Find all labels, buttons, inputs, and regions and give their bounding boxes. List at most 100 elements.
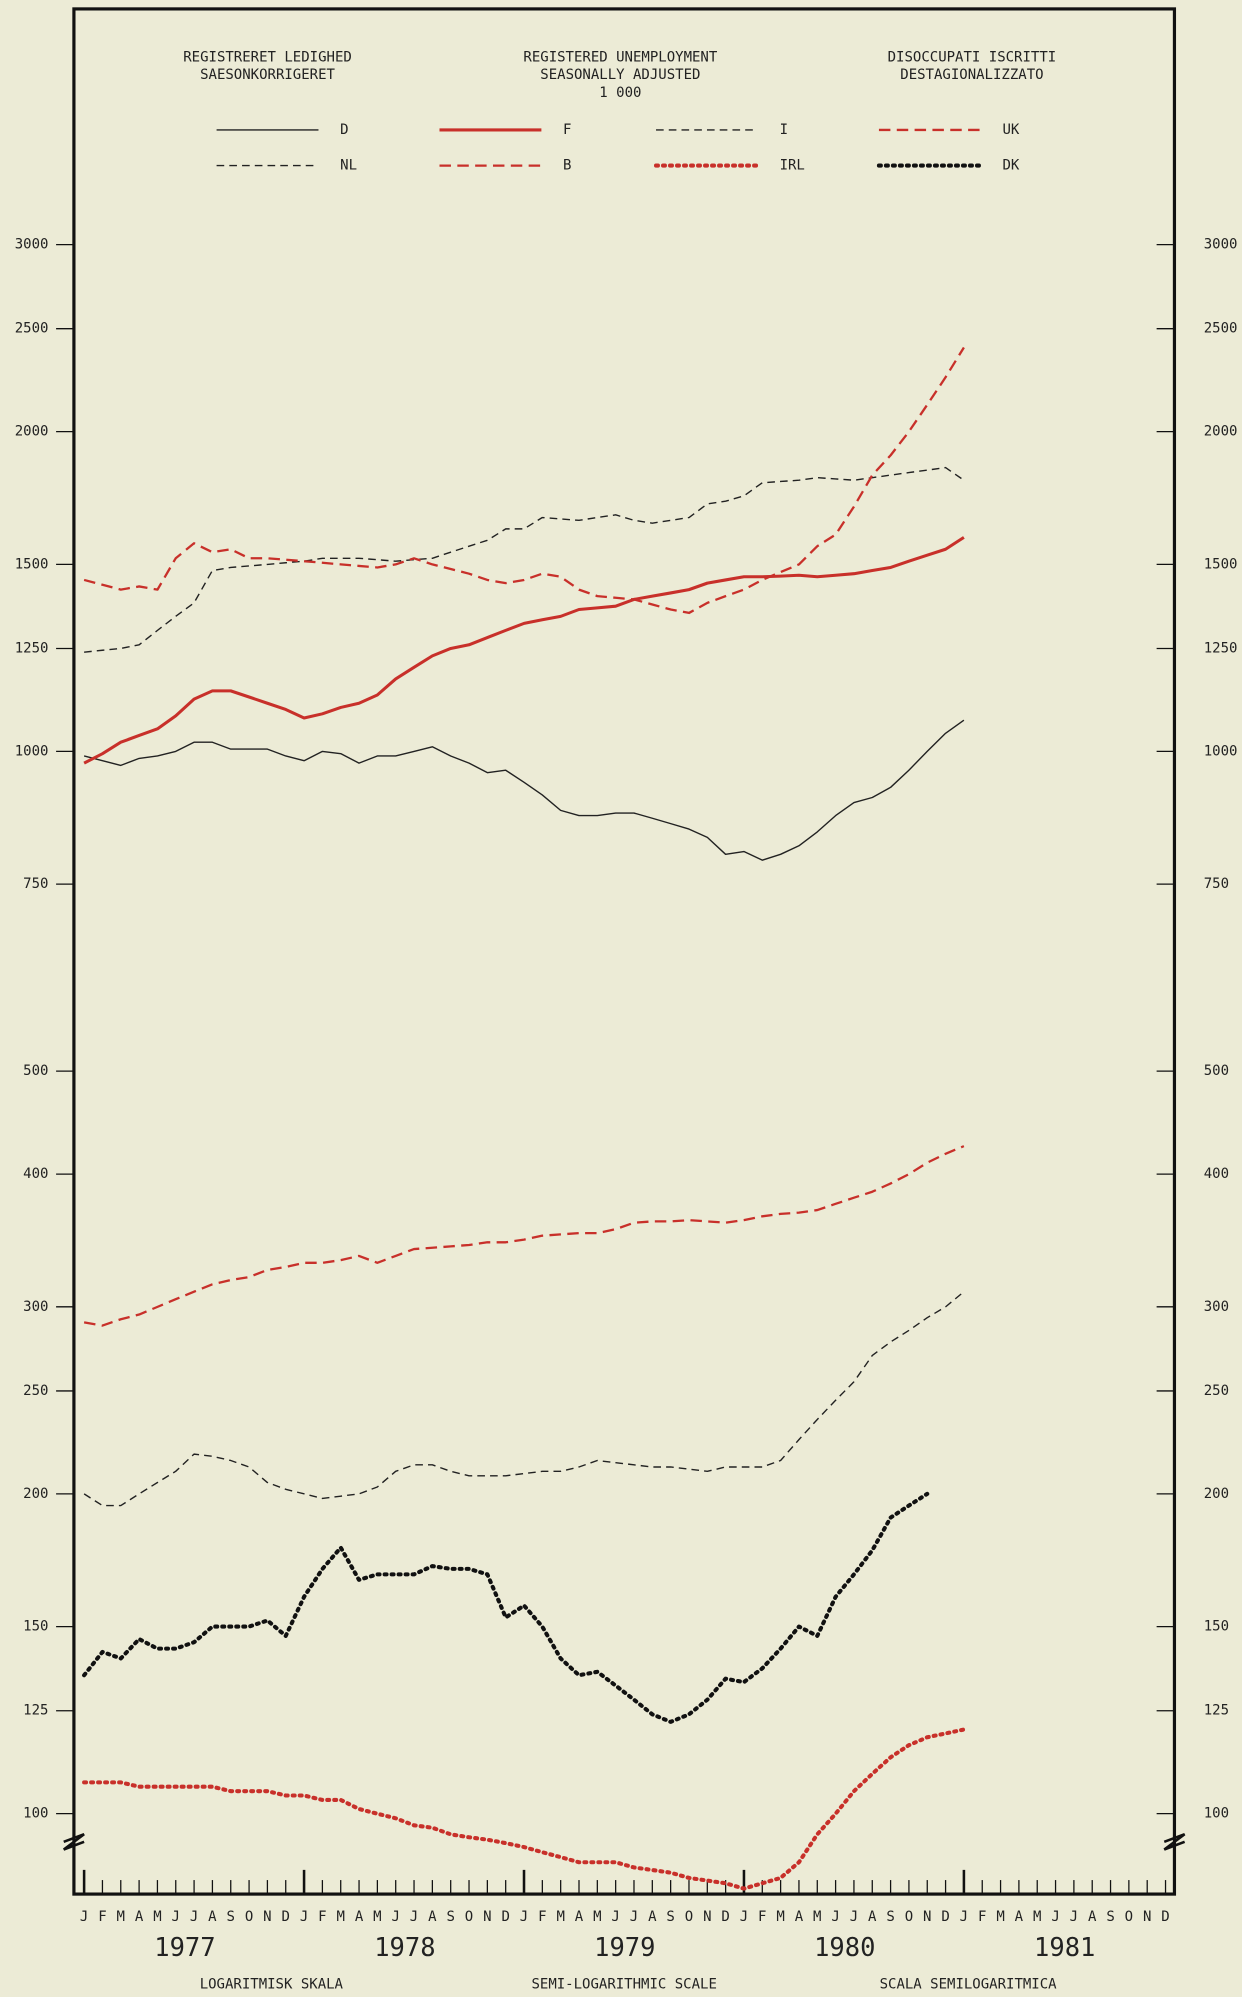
x-tick-label: A (208, 1909, 217, 1925)
y-tick-label: 1500 (1204, 556, 1238, 572)
y-tick-label: 1500 (15, 556, 49, 572)
year-label: 1977 (154, 1933, 215, 1963)
y-tick-label: 300 (23, 1299, 48, 1315)
x-tick-label: A (868, 1909, 877, 1925)
series-line (82, 1491, 930, 1724)
x-tick-label: M (1033, 1909, 1041, 1925)
x-tick-label: M (153, 1909, 161, 1925)
y-tick-label: 250 (1204, 1383, 1229, 1399)
y-tick-label: 150 (1204, 1619, 1229, 1635)
y-tick-label: 2500 (1204, 321, 1238, 337)
y-tick-label: 1250 (15, 640, 49, 656)
legend-label: D (340, 122, 348, 138)
x-tick-label: A (1015, 1909, 1024, 1925)
x-tick-label: J (611, 1909, 619, 1925)
x-tick-label: J (300, 1909, 308, 1925)
x-tick-label: J (740, 1909, 748, 1925)
x-tick-label: A (355, 1909, 364, 1925)
x-tick-label: M (813, 1909, 821, 1925)
series-line (83, 346, 965, 615)
x-tick-label: O (245, 1909, 253, 1925)
chart-title: 1 000 (599, 85, 641, 101)
x-tick-label: F (978, 1909, 986, 1925)
series-line (83, 1145, 965, 1327)
x-tick-label: J (172, 1909, 180, 1925)
scale-label: SEMI-LOGARITHMIC SCALE (531, 1977, 716, 1993)
chart-title: SEASONALLY ADJUSTED (540, 67, 700, 83)
y-tick-label: 3000 (15, 237, 49, 253)
chart-title: SAESONKORRIGERET (200, 67, 335, 83)
x-tick-label: O (1125, 1909, 1133, 1925)
year-label: 1978 (374, 1933, 435, 1963)
series-line (84, 466, 965, 653)
x-tick-label: J (190, 1909, 198, 1925)
x-tick-label: J (850, 1909, 858, 1925)
y-tick-label: 400 (23, 1166, 48, 1182)
x-tick-label: M (117, 1909, 125, 1925)
year-label: 1981 (1034, 1933, 1095, 1963)
series-line (82, 1727, 966, 1891)
x-tick-label: N (483, 1909, 491, 1925)
x-tick-label: J (520, 1909, 528, 1925)
y-tick-label: 3000 (1204, 237, 1238, 253)
legend-label: DK (1002, 158, 1019, 174)
x-tick-label: F (538, 1909, 546, 1925)
x-tick-label: M (373, 1909, 381, 1925)
axis-break (1163, 1833, 1186, 1851)
series-line (83, 719, 965, 861)
y-tick-label: 1000 (1204, 743, 1238, 759)
x-tick-label: J (1070, 1909, 1078, 1925)
x-tick-label: J (630, 1909, 638, 1925)
series-line (83, 536, 965, 765)
x-tick-label: N (703, 1909, 711, 1925)
chart-title: DISOCCUPATI ISCRITTI (888, 49, 1057, 65)
series-line (83, 1291, 965, 1507)
axis-break (62, 1833, 85, 1851)
y-tick-label: 750 (23, 876, 48, 892)
x-tick-label: D (721, 1909, 729, 1925)
y-tick-label: 200 (1204, 1486, 1229, 1502)
x-tick-label: A (1088, 1909, 1097, 1925)
chart-title: DESTAGIONALIZZATO (900, 67, 1043, 83)
y-tick-label: 250 (23, 1383, 48, 1399)
x-tick-label: F (758, 1909, 766, 1925)
y-tick-label: 125 (1204, 1703, 1229, 1719)
year-label: 1980 (814, 1933, 875, 1963)
y-tick-label: 750 (1204, 876, 1229, 892)
y-tick-label: 1000 (15, 743, 49, 759)
x-tick-label: D (1161, 1909, 1169, 1925)
x-tick-label: S (446, 1909, 454, 1925)
y-tick-label: 100 (1204, 1806, 1229, 1822)
x-tick-label: M (337, 1909, 345, 1925)
x-tick-label: A (575, 1909, 584, 1925)
x-tick-label: J (831, 1909, 839, 1925)
y-tick-label: 300 (1204, 1299, 1229, 1315)
x-tick-label: M (556, 1909, 564, 1925)
y-tick-label: 400 (1204, 1166, 1229, 1182)
x-tick-label: J (960, 1909, 968, 1925)
x-tick-label: S (1106, 1909, 1114, 1925)
x-tick-label: A (795, 1909, 804, 1925)
x-tick-label: F (318, 1909, 326, 1925)
y-tick-label: 1250 (1204, 640, 1238, 656)
y-tick-label: 100 (23, 1806, 48, 1822)
y-tick-label: 125 (23, 1703, 48, 1719)
scale-label: LOGARITMISK SKALA (200, 1977, 344, 1993)
x-tick-label: F (98, 1909, 106, 1925)
x-tick-label: O (465, 1909, 473, 1925)
x-tick-label: M (776, 1909, 784, 1925)
x-tick-label: D (501, 1909, 509, 1925)
x-tick-label: J (80, 1909, 88, 1925)
chart-title: REGISTERED UNEMPLOYMENT (523, 49, 717, 65)
y-tick-label: 150 (23, 1619, 48, 1635)
x-tick-label: S (666, 1909, 674, 1925)
x-tick-label: S (227, 1909, 235, 1925)
chart-title: REGISTRERET LEDIGHED (183, 49, 352, 65)
legend-label: I (780, 122, 788, 138)
x-tick-label: J (1051, 1909, 1059, 1925)
x-tick-label: D (941, 1909, 949, 1925)
y-tick-label: 2000 (15, 424, 49, 440)
legend-label: B (563, 158, 571, 174)
legend-label: F (563, 122, 571, 138)
